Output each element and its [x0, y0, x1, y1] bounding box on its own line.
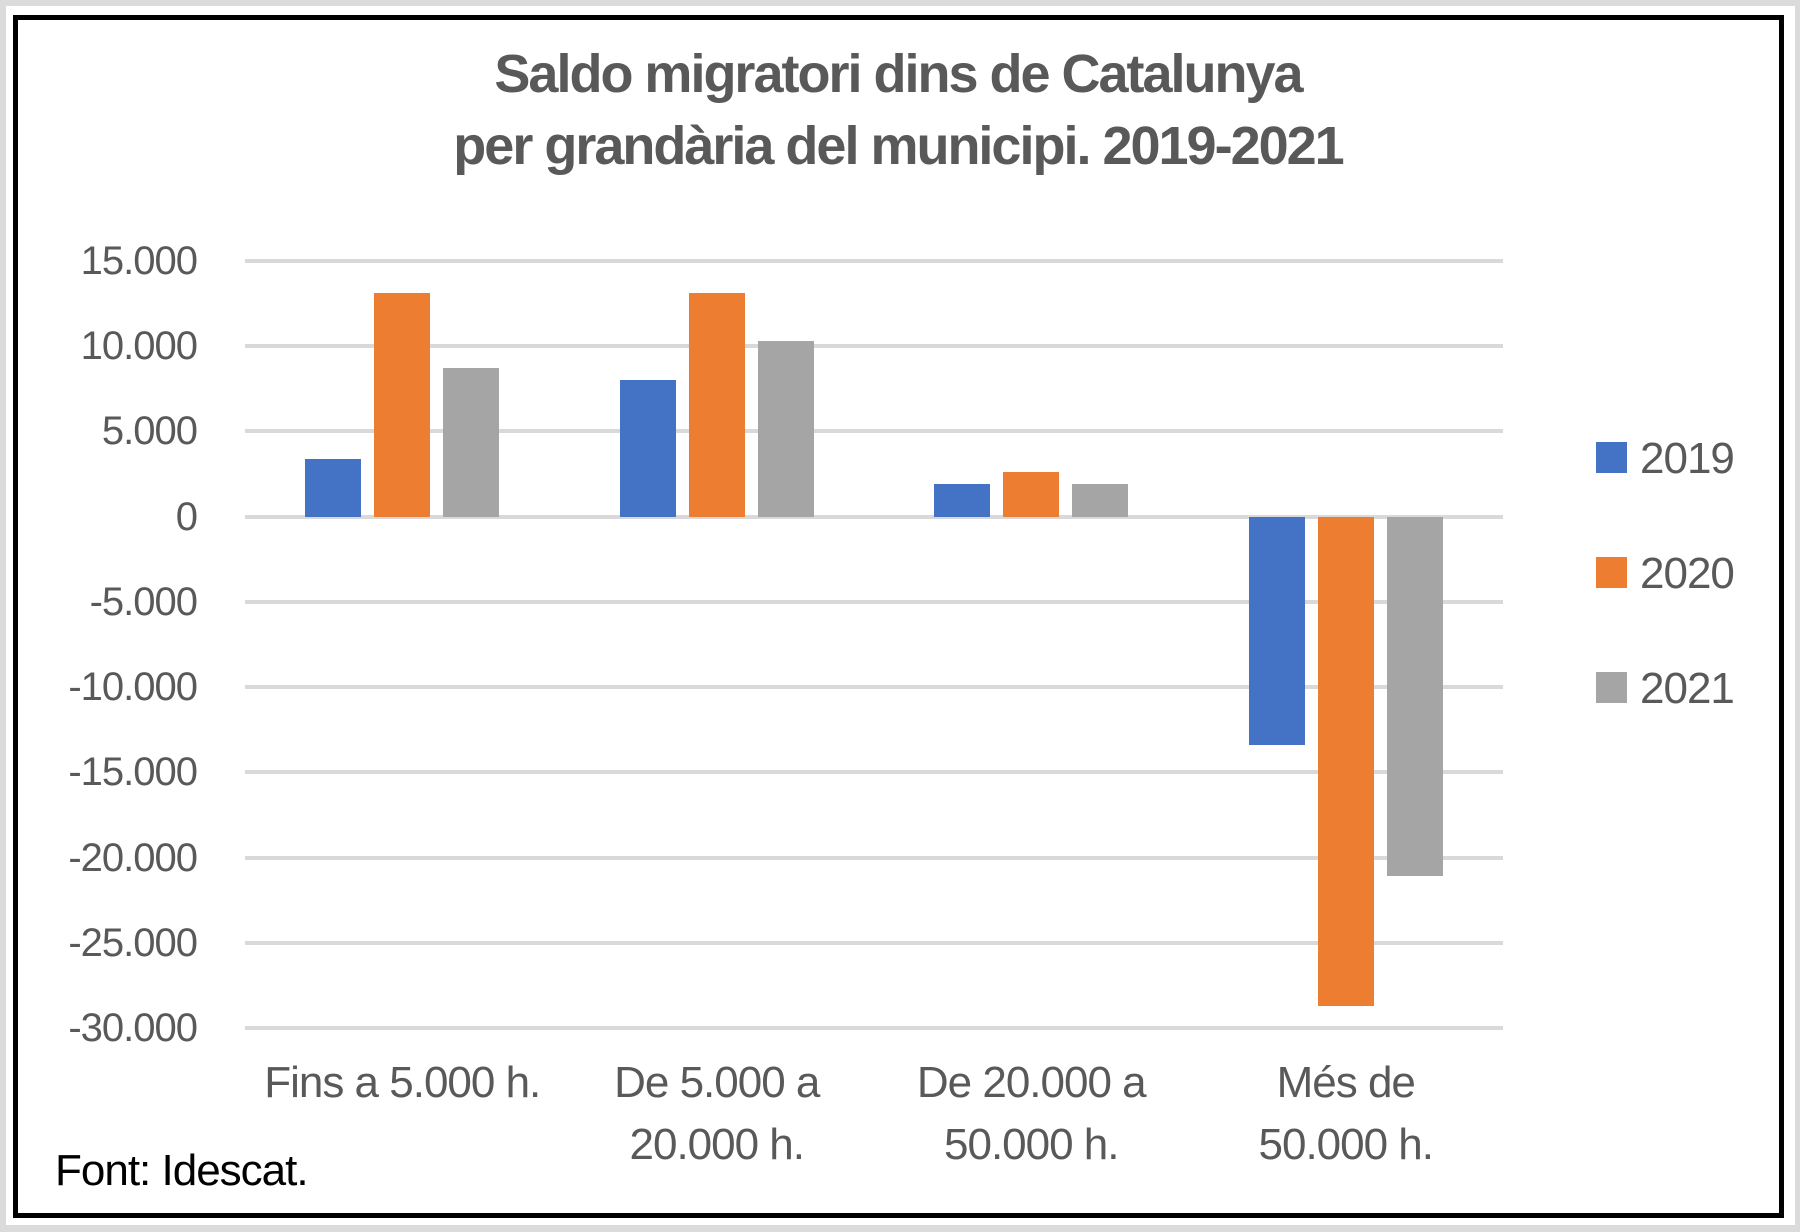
bar-2020-category-2 — [688, 293, 745, 517]
legend-swatch-2020 — [1596, 557, 1627, 588]
y-axis-tick-label: 10.000 — [80, 324, 198, 369]
x-axis-category-label: De 20.000 a 50.000 h. — [874, 1052, 1189, 1176]
gridline--20.000 — [245, 855, 1503, 860]
gridline--25.000 — [245, 940, 1503, 945]
bar-2020-category-3 — [1003, 472, 1060, 517]
y-axis-tick-label: 15.000 — [80, 239, 198, 283]
bar-2020-category-4 — [1317, 516, 1374, 1006]
y-axis-tick-label: -15.000 — [68, 750, 198, 795]
source-credit: Font: Idescat. — [55, 1146, 309, 1195]
legend-label-2021: 2021 — [1640, 664, 1735, 713]
bar-2021-category-3 — [1072, 484, 1129, 517]
legend-item-2020: 2020 — [1596, 549, 1796, 598]
y-axis-tick-label: -5.000 — [89, 579, 198, 624]
bar-2019-category-4 — [1248, 516, 1305, 746]
x-axis-category-label-line: Més de — [1276, 1058, 1416, 1107]
x-axis-category-label-line: 50.000 h. — [944, 1120, 1119, 1169]
chart-title-line-2: per grandària del municipi. 2019-2021 — [453, 116, 1344, 176]
legend-swatch-2019 — [1596, 442, 1627, 473]
legend-label-2019: 2019 — [1640, 434, 1735, 483]
gridline-5.000 — [245, 429, 1503, 434]
bar-2019-category-2 — [619, 380, 676, 517]
legend-swatch-2021 — [1596, 672, 1627, 703]
gridline-10.000 — [245, 344, 1503, 349]
gridline-0 — [245, 514, 1503, 519]
y-axis-tick-label: -20.000 — [68, 835, 198, 880]
chart-title: Saldo migratori dins de Catalunya per gr… — [18, 38, 1778, 182]
bar-2019-category-3 — [934, 484, 991, 517]
x-axis-category-label-line: De 20.000 a — [916, 1058, 1147, 1107]
gridline--5.000 — [245, 599, 1503, 604]
chart-title-line-1: Saldo migratori dins de Catalunya — [494, 44, 1303, 104]
gridline--15.000 — [245, 770, 1503, 775]
y-axis-tick-label: -30.000 — [68, 1006, 198, 1050]
x-axis-category-label-line: 50.000 h. — [1258, 1120, 1434, 1169]
x-axis-category-label: Fins a 5.000 h. — [245, 1052, 560, 1114]
bar-2021-category-2 — [757, 341, 814, 517]
y-axis-tick-label: -10.000 — [68, 665, 198, 710]
legend-label-2020: 2020 — [1640, 549, 1735, 598]
legend-item-2021: 2021 — [1596, 664, 1796, 713]
x-axis-category-label: Més de 50.000 h. — [1189, 1052, 1504, 1176]
x-axis-category-label-line: 20.000 h. — [629, 1120, 805, 1169]
bar-2021-category-1 — [443, 368, 500, 517]
gridline--10.000 — [245, 685, 1503, 690]
gridline-15.000 — [245, 259, 1503, 263]
x-axis-category-label-line: Fins a 5.000 h. — [264, 1058, 541, 1107]
gridline--30.000 — [245, 1026, 1503, 1030]
legend-item-2019: 2019 — [1596, 434, 1796, 483]
y-axis-tick-label: 0 — [175, 494, 198, 539]
bar-2019-category-1 — [305, 458, 362, 517]
x-axis-category-label-line: De 5.000 a — [614, 1058, 820, 1107]
x-axis-category-label: De 5.000 a 20.000 h. — [560, 1052, 875, 1176]
y-axis-tick-label: 5.000 — [101, 409, 198, 454]
bar-2020-category-1 — [374, 293, 431, 517]
chart-frame-border — [13, 15, 1784, 1218]
y-axis-tick-label: -25.000 — [68, 920, 198, 965]
bar-2021-category-4 — [1386, 516, 1443, 877]
